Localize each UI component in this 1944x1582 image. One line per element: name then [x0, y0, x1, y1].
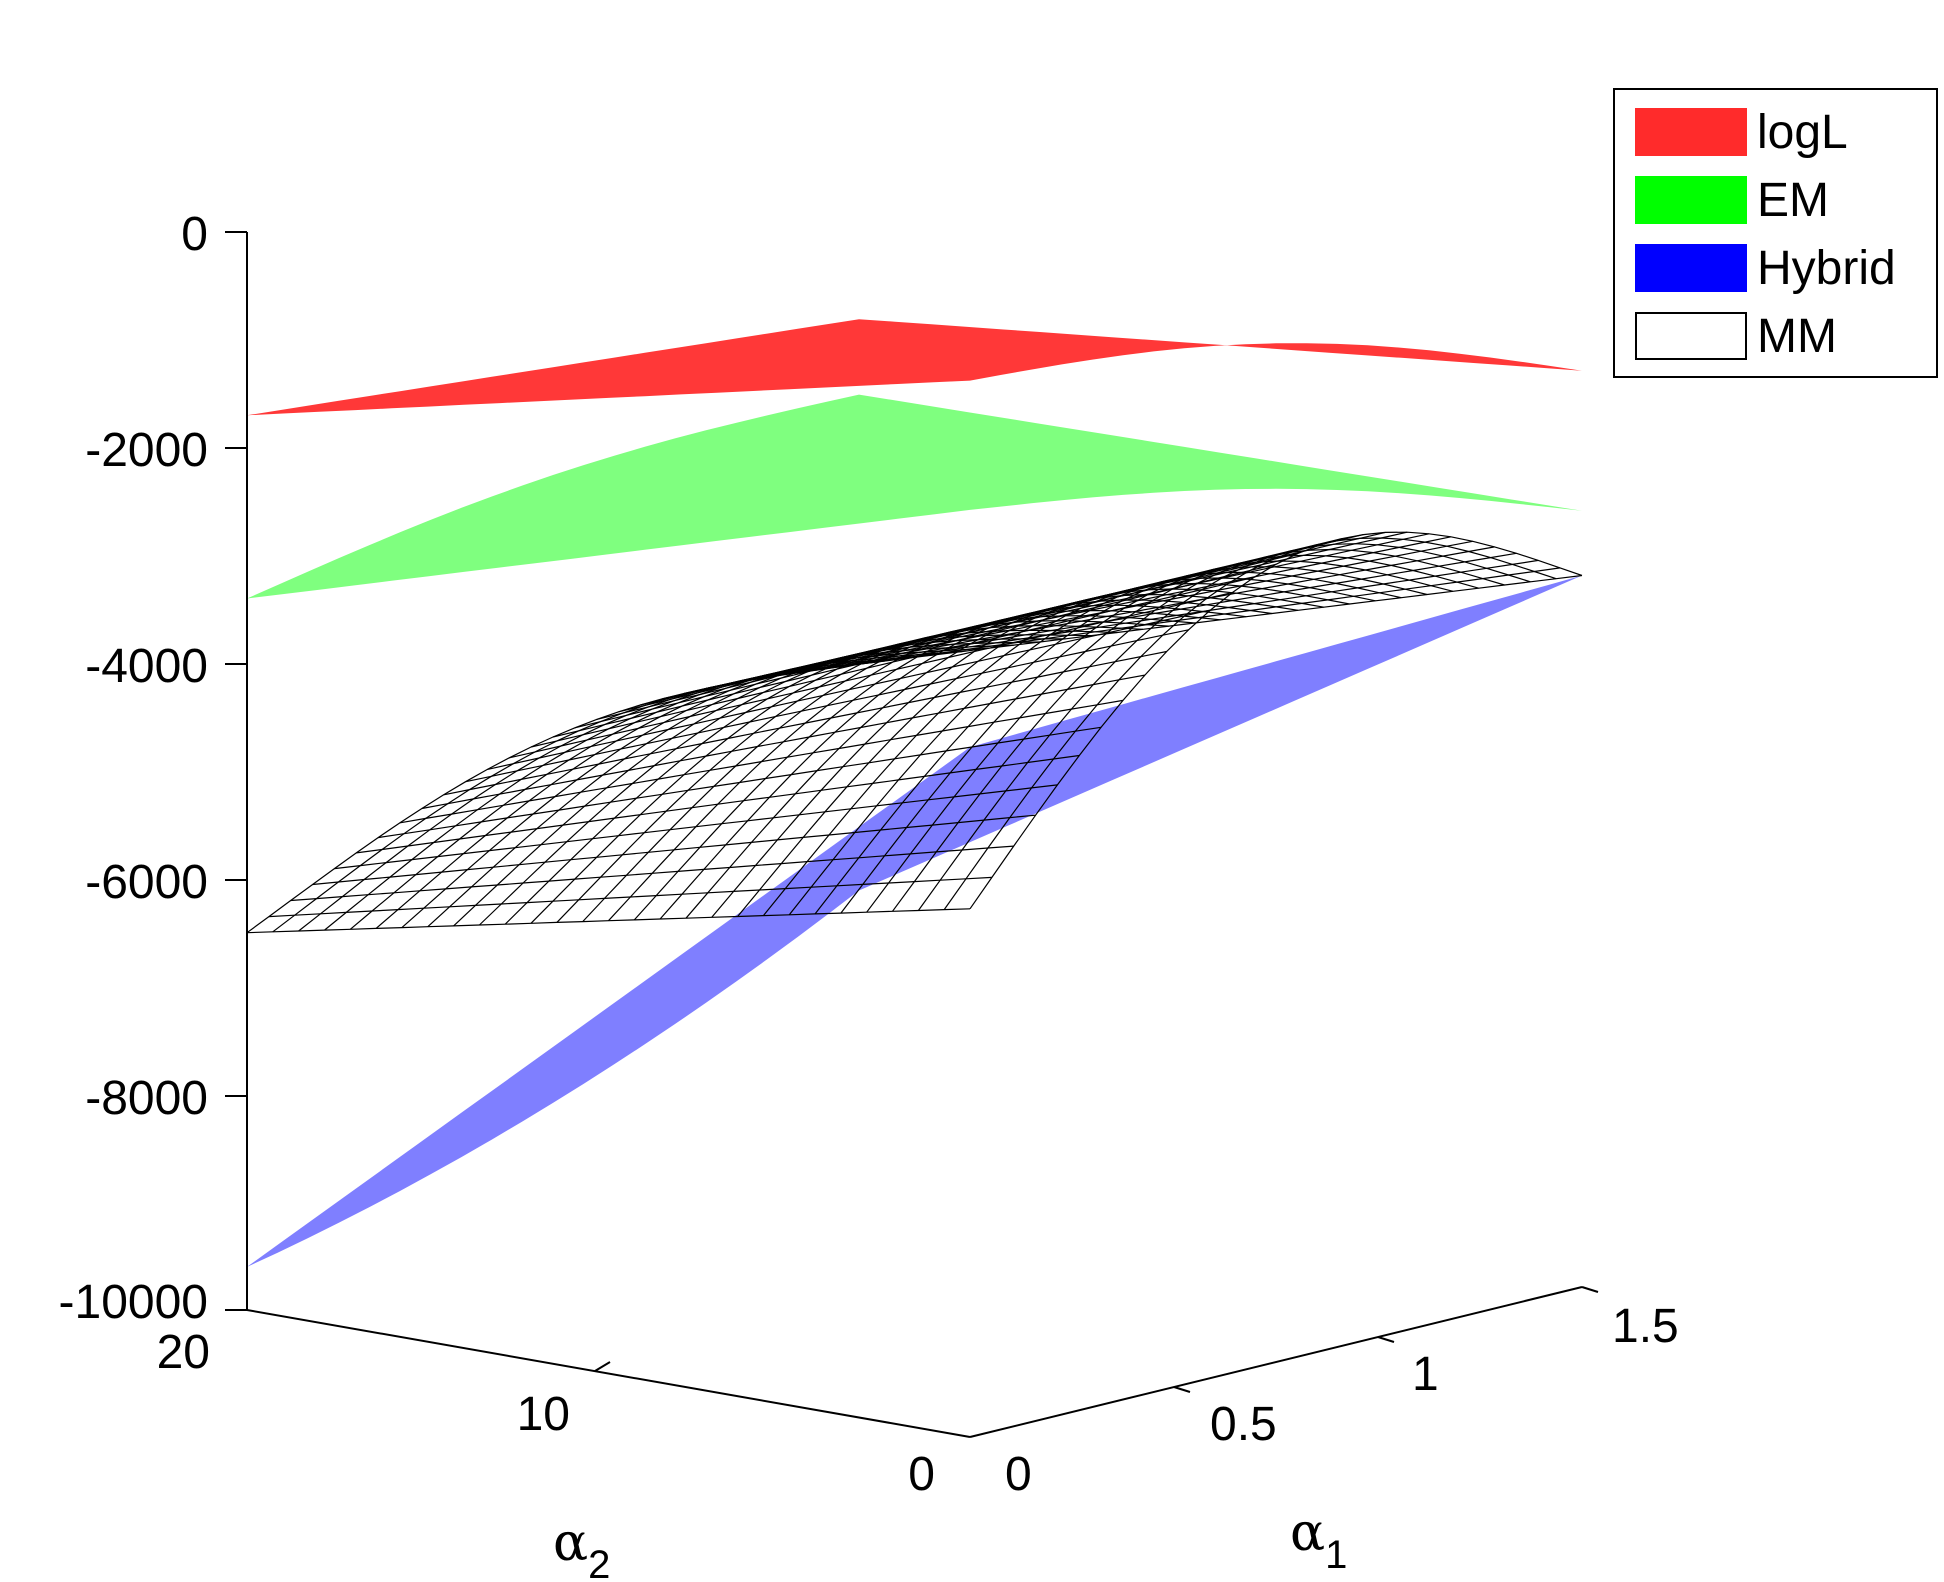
- z-tick-label: -10000: [59, 1276, 208, 1329]
- mm-mesh-line: [401, 644, 1014, 929]
- mm-mesh-line: [574, 552, 1299, 729]
- a1-axis-line: [969, 1286, 1583, 1438]
- surface-hybrid-patch: [247, 575, 1582, 1267]
- surface-em: [247, 394, 1582, 599]
- mm-mesh-line: [749, 540, 1473, 681]
- legend-label: Hybrid: [1757, 241, 1896, 295]
- surface-logl: [247, 319, 1582, 416]
- legend-swatch-em: [1635, 176, 1747, 224]
- mm-mesh-line: [530, 625, 1144, 924]
- a2-tick-label: 10: [517, 1388, 570, 1441]
- z-tick-label: -8000: [85, 1072, 208, 1125]
- a1-tick-mark: [1581, 1286, 1599, 1293]
- surface-mm: [246, 531, 1583, 934]
- surface-hybrid: [247, 575, 1582, 1267]
- a2-axis-label: α2: [553, 1513, 610, 1582]
- mm-mesh-line: [324, 654, 937, 931]
- mm-mesh-line: [815, 559, 1539, 671]
- surface-em-patch: [247, 394, 1582, 599]
- a2-tick-label: 0: [908, 1448, 935, 1501]
- a1-tick-label: 0: [1005, 1448, 1032, 1501]
- legend: logL EM Hybrid MM: [1613, 88, 1938, 378]
- a1-tick-label: 0.5: [1210, 1398, 1277, 1451]
- mm-mesh-line: [349, 650, 963, 930]
- legend-item-em: EM: [1635, 172, 1829, 228]
- z-tick-label: -6000: [85, 856, 208, 909]
- surface-layer: [246, 319, 1583, 1267]
- mm-mesh-line: [298, 657, 911, 932]
- mm-mesh-line: [246, 663, 860, 934]
- mm-mesh-line: [837, 567, 1561, 668]
- legend-label: EM: [1757, 173, 1829, 227]
- z-tick-label: -2000: [85, 424, 208, 477]
- legend-item-hybrid: Hybrid: [1635, 240, 1896, 296]
- mm-mesh-line: [793, 552, 1517, 674]
- mm-mesh-line: [427, 641, 1040, 928]
- mm-mesh-line: [858, 574, 1583, 665]
- legend-item-logl: logL: [1635, 104, 1848, 160]
- a2-axis-line: [246, 1309, 971, 1438]
- mm-mesh-line: [504, 629, 1118, 925]
- surface-logl-patch: [247, 319, 1582, 416]
- a1-tick-label: 1: [1412, 1348, 1439, 1401]
- a1-axis-label: α1: [1290, 1503, 1347, 1577]
- z-tick-label: -4000: [85, 640, 208, 693]
- mm-mesh-line: [478, 634, 1092, 926]
- mm-mesh-line: [272, 660, 885, 933]
- a1-tick-mark: [1173, 1386, 1191, 1393]
- a2-tick-mark: [594, 1361, 611, 1372]
- legend-swatch-hybrid: [1635, 244, 1747, 292]
- mm-mesh-line: [375, 647, 989, 929]
- a1-tick-mark: [1377, 1336, 1395, 1343]
- z-tick-label: 0: [181, 208, 208, 261]
- mm-mesh-line: [453, 638, 1066, 927]
- legend-swatch-mm: [1635, 312, 1747, 360]
- legend-item-mm: MM: [1635, 308, 1837, 364]
- a1-tick-label: 1.5: [1612, 1300, 1679, 1353]
- legend-swatch-logl: [1635, 108, 1747, 156]
- legend-label: MM: [1757, 309, 1837, 363]
- axes: 0 -2000 -4000 -6000 -8000 -10000 20 10 0…: [59, 208, 1679, 1582]
- legend-label: logL: [1757, 105, 1848, 159]
- a2-tick-label: 20: [157, 1326, 210, 1379]
- mm-mesh-line: [771, 546, 1495, 678]
